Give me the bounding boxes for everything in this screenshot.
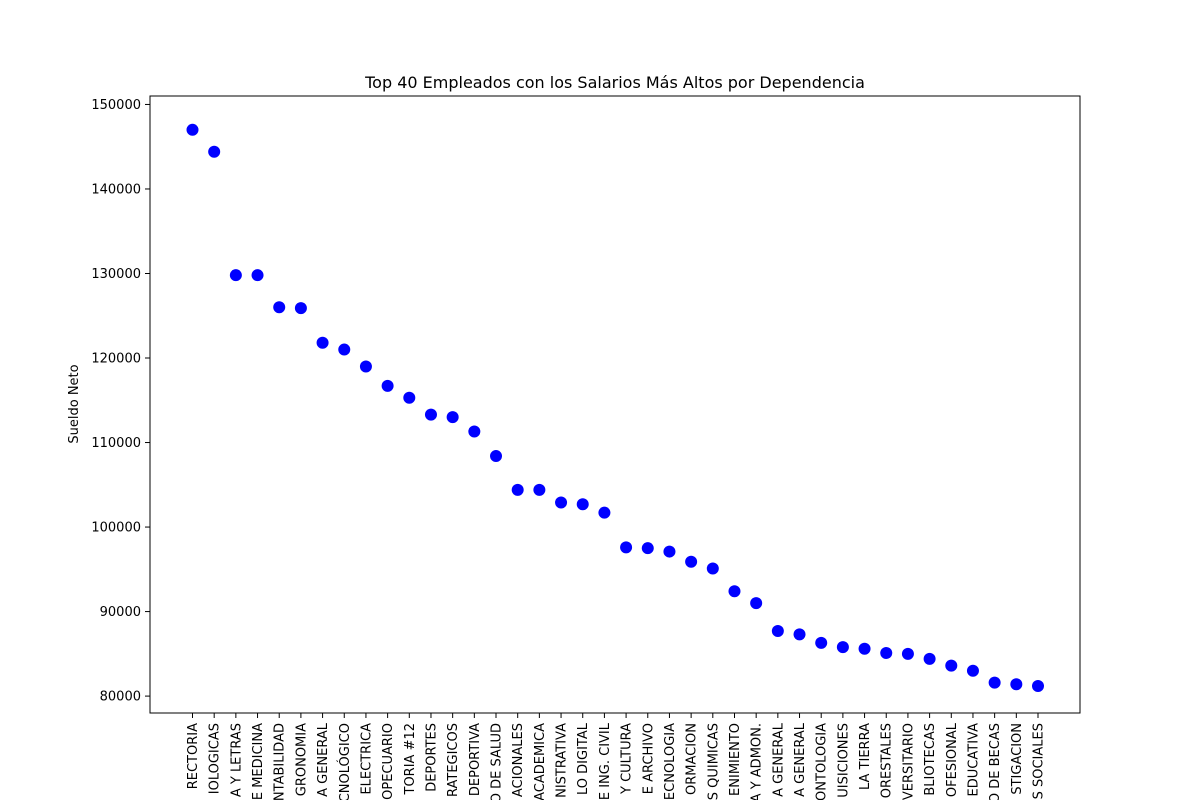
- x-tick-label: ORMACION: [685, 723, 700, 795]
- x-tick-label: LO DIGITAL: [576, 722, 591, 795]
- x-tick-label: ONTOLOGIA: [815, 723, 830, 800]
- x-tick-label: LA TIERRA: [858, 723, 873, 790]
- data-point: [186, 123, 199, 136]
- data-point: [793, 628, 806, 641]
- data-point: [945, 659, 958, 672]
- x-tick-label: DEPORTES: [424, 723, 439, 792]
- x-tick-label: RECTORIA: [186, 723, 201, 789]
- data-point: [555, 496, 568, 509]
- data-point: [511, 483, 524, 496]
- data-point: [424, 408, 437, 421]
- data-point: [490, 450, 503, 463]
- data-point: [338, 343, 351, 356]
- x-tick-label: IOLOGICAS: [208, 723, 223, 794]
- data-point: [880, 646, 893, 659]
- x-tick-label: ACIONALES: [511, 723, 526, 797]
- data-point: [706, 562, 719, 575]
- x-tick-label: VERSITARIO: [901, 723, 916, 800]
- data-point: [815, 636, 828, 649]
- data-point: [966, 664, 979, 677]
- x-tick-label: ELECTRICA: [359, 723, 374, 795]
- x-tick-label: DEPORTIVA: [468, 723, 483, 796]
- y-axis: 80000 90000 100000 110000 120000 130000 140000…: [91, 98, 150, 705]
- x-tick-label: ECNOLOGIA: [663, 723, 678, 800]
- data-point: [771, 625, 784, 638]
- x-tick-label: OPECUARIO: [381, 723, 396, 800]
- data-point: [533, 483, 546, 496]
- data-point: [208, 145, 221, 158]
- data-point: [381, 379, 394, 392]
- y-tick-label: 150000: [91, 98, 141, 113]
- x-tick-label: UISICIONES: [836, 723, 851, 798]
- data-point: [468, 425, 481, 438]
- data-point: [858, 642, 871, 655]
- data-point: [750, 597, 763, 610]
- data-point: [576, 498, 589, 511]
- x-tick-label: BLIOTECAS: [923, 723, 938, 796]
- x-tick-label: O DE SALUD: [490, 723, 505, 800]
- plot-area-frame: [149, 95, 1081, 714]
- data-point: [620, 541, 633, 554]
- x-tick-label: OFESIONAL: [945, 722, 960, 797]
- x-tick-label: NISTRATIVA: [555, 723, 570, 798]
- x-tick-label: EDUCATIVA: [966, 723, 981, 797]
- x-tick-label: ECNOLÓGICO: [337, 723, 353, 800]
- data-point: [641, 542, 654, 555]
- data-point: [251, 269, 264, 282]
- x-tick-label: STIGACION: [1010, 723, 1025, 795]
- x-tick-label: GRONOMIA: [294, 723, 309, 796]
- x-axis: RECTORIA IOLOGICAS A Y LETRAS E MEDICINA NTA…: [186, 713, 1047, 800]
- y-tick-label: 120000: [91, 352, 141, 367]
- data-point: [685, 555, 698, 568]
- data-point: [836, 641, 849, 654]
- data-points: [186, 123, 1044, 692]
- x-tick-label: A GENERAL: [771, 722, 786, 797]
- y-axis-label: Sueldo Neto: [67, 364, 82, 443]
- x-tick-label: A Y LETRAS: [229, 723, 244, 797]
- data-point: [316, 336, 329, 349]
- x-tick-label: ENIMIENTO: [728, 723, 743, 796]
- y-tick-label: 110000: [91, 436, 141, 451]
- x-tick-label: S SOCIALES: [1032, 723, 1047, 799]
- data-point: [403, 391, 416, 404]
- x-tick-label: E ARCHIVO: [641, 723, 656, 794]
- y-tick-label: 130000: [91, 267, 141, 282]
- data-point: [294, 302, 307, 315]
- y-tick-label: 80000: [100, 690, 141, 705]
- x-tick-label: RATEGICOS: [446, 723, 461, 797]
- y-tick-label: 100000: [91, 521, 141, 536]
- x-tick-label: A GENERAL: [316, 722, 331, 797]
- data-point: [728, 585, 741, 598]
- x-tick-label: E MEDICINA: [251, 723, 266, 800]
- data-point: [273, 301, 286, 314]
- x-tick-label: A Y ADMON.: [750, 723, 765, 800]
- data-point: [1010, 678, 1023, 691]
- data-point: [923, 652, 936, 665]
- x-tick-label: A GENERAL: [793, 722, 808, 797]
- data-point: [663, 545, 676, 558]
- data-point: [598, 506, 611, 519]
- data-point: [901, 647, 914, 660]
- x-tick-label: ORESTALES: [880, 723, 895, 798]
- data-point: [988, 676, 1001, 689]
- data-point: [1032, 679, 1044, 692]
- x-tick-label: E ING. CIVIL: [598, 722, 613, 800]
- data-point: [446, 411, 459, 424]
- y-tick-label: 140000: [91, 182, 141, 197]
- x-tick-label: NTABILIDAD: [273, 723, 288, 800]
- x-tick-label: ACADEMICA: [533, 723, 548, 800]
- data-point: [229, 269, 242, 282]
- data-point: [359, 360, 372, 373]
- x-tick-label: S QUIMICAS: [706, 723, 721, 800]
- chart-title: Top 40 Empleados con los Salarios Más Al…: [364, 73, 865, 92]
- x-tick-label: O DE BECAS: [988, 723, 1003, 800]
- x-tick-label: Y CULTURA: [620, 723, 635, 795]
- x-tick-label: TORIA #12: [403, 723, 418, 796]
- y-tick-label: 90000: [100, 605, 141, 620]
